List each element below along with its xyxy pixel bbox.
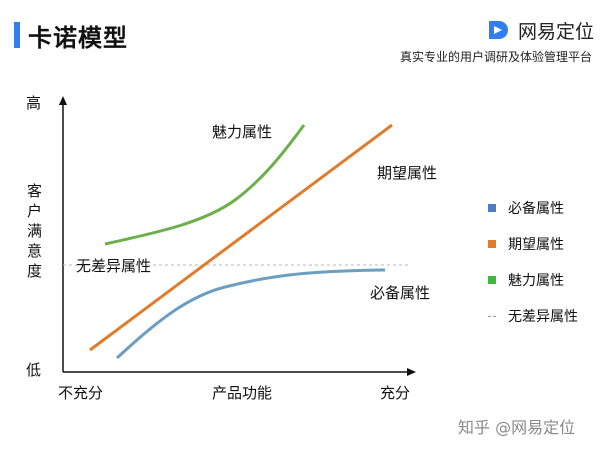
legend: 必备属性 期望属性 魅力属性 无差异属性: [488, 190, 578, 334]
brand-slogan: 真实专业的用户调研及体验管理平台: [399, 50, 592, 64]
legend-item-performance: 期望属性: [488, 226, 578, 262]
brand-logo: 网易定位: [486, 16, 594, 44]
attractive-label: 魅力属性: [212, 123, 272, 141]
legend-label: 无差异属性: [508, 309, 578, 325]
legend-swatch: [488, 240, 496, 248]
legend-label: 必备属性: [508, 201, 564, 217]
must-be-label: 必备属性: [370, 284, 430, 302]
legend-dash: [488, 315, 496, 317]
performance-label: 期望属性: [377, 164, 437, 182]
performance-curve: [89, 123, 393, 352]
brand-logo-icon: [489, 21, 508, 39]
y-axis-bottom-label: 低: [26, 361, 41, 379]
legend-label: 期望属性: [508, 237, 564, 253]
x-axis-left-label: 不充分: [58, 384, 103, 402]
legend-item-attractive: 魅力属性: [488, 262, 578, 298]
y-axis-top-label: 高: [26, 94, 41, 112]
legend-swatch: [488, 204, 496, 212]
x-axis-right-label: 充分: [380, 384, 410, 402]
legend-swatch: [488, 276, 496, 284]
legend-item-indifferent: 无差异属性: [488, 298, 578, 334]
x-axis-title: 产品功能: [212, 384, 272, 402]
legend-item-must-be: 必备属性: [488, 190, 578, 226]
indifferent-label: 无差异属性: [76, 257, 151, 275]
y-axis-title: 客 户 满 意 度: [27, 182, 47, 280]
watermark: 知乎 @网易定位: [458, 418, 576, 437]
must-be-curve: [115, 268, 386, 360]
attractive-curve: [104, 124, 306, 246]
brand-name: 网易定位: [518, 20, 595, 43]
legend-label: 魅力属性: [508, 273, 564, 289]
title-accent-bar: [14, 22, 20, 48]
page-title: 卡诺模型: [28, 24, 128, 52]
